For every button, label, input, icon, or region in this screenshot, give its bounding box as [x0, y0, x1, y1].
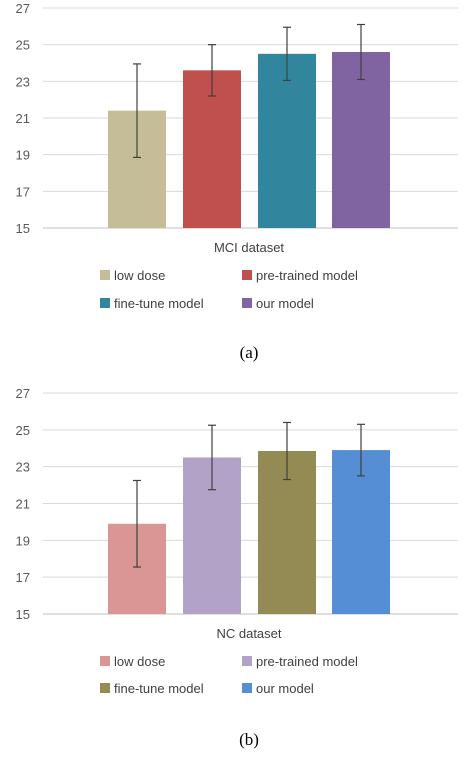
legend-swatch [100, 656, 110, 666]
y-tick-label: 23 [16, 74, 30, 89]
bar-our-model [332, 52, 390, 228]
y-tick-label: 27 [16, 386, 30, 401]
y-tick-label: 17 [16, 184, 30, 199]
legend-swatch [242, 683, 252, 693]
legend-swatch [242, 298, 252, 308]
legend-label: low dose [114, 268, 165, 283]
legend-swatch [100, 298, 110, 308]
legend-label: pre-trained model [256, 654, 358, 669]
y-tick-label: 25 [16, 423, 30, 438]
figure-caption: (a) [240, 343, 259, 362]
bar-our-model [332, 450, 390, 614]
legend-swatch [100, 270, 110, 280]
y-tick-label: 23 [16, 460, 30, 475]
y-tick-label: 25 [16, 38, 30, 53]
y-tick-label: 21 [16, 111, 30, 126]
y-tick-label: 15 [16, 607, 30, 622]
y-tick-label: 21 [16, 497, 30, 512]
bar-pre-trained-model [183, 70, 241, 228]
legend-swatch [242, 270, 252, 280]
y-tick-label: 17 [16, 570, 30, 585]
legend-swatch [242, 656, 252, 666]
y-tick-label: 15 [16, 221, 30, 236]
legend-label: our model [256, 681, 314, 696]
y-tick-label: 19 [16, 533, 30, 548]
legend-label: pre-trained model [256, 268, 358, 283]
legend-swatch [100, 683, 110, 693]
legend-label: fine-tune model [114, 296, 204, 311]
bar-fine-tune-model [258, 53, 316, 229]
chart-panel-b: 15 17 19 21 23 25 27 NC dataset low dose pre-trai… [16, 386, 458, 749]
y-tick-label: 19 [16, 148, 30, 163]
x-axis-label: NC dataset [216, 626, 281, 641]
y-tick-label: 27 [16, 1, 30, 16]
legend-label: fine-tune model [114, 681, 204, 696]
figure-caption: (b) [239, 730, 259, 749]
legend-label: our model [256, 296, 314, 311]
x-axis-label: MCI dataset [214, 240, 284, 255]
legend-label: low dose [114, 654, 165, 669]
chart-panel-a: 15 17 19 21 23 25 27 MCI dataset low dose pre-tra… [16, 1, 458, 362]
